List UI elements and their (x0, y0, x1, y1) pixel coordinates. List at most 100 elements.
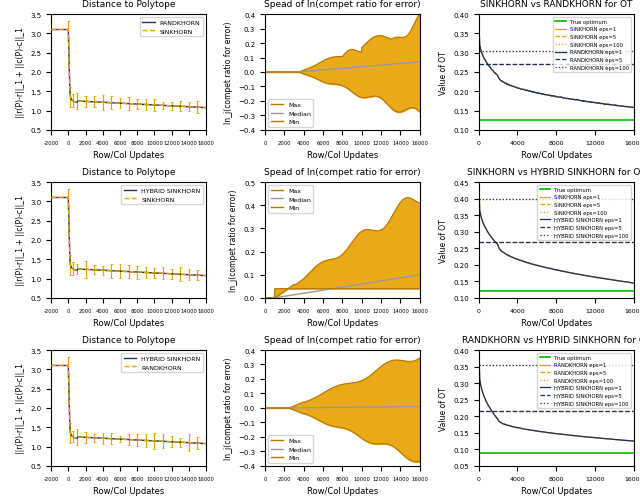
True optimum (566, 450, 574, 456)
HYBRID SINKHORN (88, 435, 96, 441)
SINKHORN eps=5 (630, 62, 637, 68)
SINKHORN (189, 105, 196, 111)
SINKHORN (76, 267, 84, 273)
SINKHORN eps=5 (570, 239, 577, 245)
True optimum (615, 118, 623, 124)
HYBRID SINKHORN eps=100 (475, 196, 483, 202)
SINKHORN eps=100 (475, 196, 483, 202)
HYBRID SINKHORN eps=1 (615, 278, 623, 284)
SINKHORN eps=5 (566, 239, 574, 245)
HYBRID SINKHORN eps=100 (605, 362, 613, 368)
True optimum (605, 450, 613, 456)
HYBRID SINKHORN eps=1 (566, 270, 574, 276)
RANDKHORN eps=5 (570, 408, 577, 414)
HYBRID SINKHORN (76, 267, 84, 273)
HYBRID SINKHORN eps=100 (567, 196, 575, 202)
RANDKHORN eps=100 (567, 49, 575, 55)
Legend: True optimum, RANDKHORN eps=1, RANDKHORN eps=5, RANDKHORN eps=100, HYBRID SINKHO: True optimum, RANDKHORN eps=1, RANDKHORN… (538, 353, 631, 408)
RANDKHORN eps=5 (567, 408, 575, 414)
HYBRID SINKHORN eps=5 (630, 408, 637, 414)
Legend: HYBRID SINKHORN, RANDKHORN: HYBRID SINKHORN, RANDKHORN (121, 353, 203, 372)
RANDKHORN eps=1 (567, 432, 575, 438)
SINKHORN eps=5 (630, 239, 637, 245)
True optimum (476, 118, 483, 124)
SINKHORN eps=1 (475, 30, 483, 36)
SINKHORN eps=100 (476, 196, 483, 202)
HYBRID SINKHORN eps=100 (630, 362, 637, 368)
True optimum (615, 289, 623, 295)
X-axis label: Row/Col Updates: Row/Col Updates (93, 486, 164, 495)
RANDKHORN (189, 440, 196, 446)
Line: HYBRID SINKHORN: HYBRID SINKHORN (51, 198, 206, 276)
Legend: Max, Median, Min: Max, Median, Min (268, 100, 314, 128)
SINKHORN eps=100 (567, 49, 575, 55)
HYBRID SINKHORN eps=100 (605, 196, 613, 202)
Y-axis label: ln_j(compet ratio for error): ln_j(compet ratio for error) (223, 22, 232, 124)
Y-axis label: Value of OT: Value of OT (438, 218, 447, 263)
RANDKHORN eps=1 (475, 359, 483, 365)
Line: RANDKHORN: RANDKHORN (51, 366, 206, 444)
Legend: True optimum, SINKHORN eps=1, SINKHORN eps=5, SINKHORN eps=100, RANDKHORN eps=1,: True optimum, SINKHORN eps=1, SINKHORN e… (553, 18, 631, 73)
RANDKHORN eps=1 (476, 359, 483, 365)
RANDKHORN (47, 28, 55, 34)
HYBRID SINKHORN eps=5 (567, 408, 575, 414)
HYBRID SINKHORN eps=5 (570, 239, 577, 245)
HYBRID SINKHORN eps=5 (567, 239, 575, 245)
RANDKHORN eps=100 (566, 49, 574, 55)
HYBRID SINKHORN eps=1 (476, 359, 483, 365)
SINKHORN eps=100 (615, 49, 623, 55)
HYBRID SINKHORN eps=1 (568, 432, 575, 438)
True optimum (570, 289, 577, 295)
True optimum (630, 289, 637, 295)
SINKHORN eps=5 (570, 62, 577, 68)
HYBRID SINKHORN eps=5 (605, 408, 613, 414)
Line: SINKHORN: SINKHORN (51, 198, 206, 276)
HYBRID SINKHORN eps=100 (570, 196, 577, 202)
RANDKHORN eps=100 (475, 49, 483, 55)
SINKHORN eps=1 (630, 281, 637, 287)
RANDKHORN eps=1 (605, 436, 613, 442)
HYBRID SINKHORN eps=5 (570, 408, 577, 414)
RANDKHORN eps=100 (476, 49, 483, 55)
HYBRID SINKHORN eps=5 (566, 408, 574, 414)
SINKHORN eps=100 (476, 49, 483, 55)
RANDKHORN (195, 105, 202, 111)
RANDKHORN eps=1 (630, 438, 637, 444)
HYBRID SINKHORN eps=5 (566, 239, 574, 245)
X-axis label: Row/Col Updates: Row/Col Updates (307, 319, 378, 328)
HYBRID SINKHORN eps=5 (476, 408, 483, 414)
True optimum (475, 289, 483, 295)
True optimum (567, 118, 575, 124)
SINKHORN eps=5 (567, 239, 575, 245)
HYBRID SINKHORN eps=100 (570, 362, 577, 368)
X-axis label: Row/Col Updates: Row/Col Updates (307, 151, 378, 160)
HYBRID SINKHORN (47, 195, 55, 201)
SINKHORN eps=5 (566, 62, 574, 68)
Title: SINKHORN vs RANDKHORN for OT: SINKHORN vs RANDKHORN for OT (480, 0, 632, 9)
HYBRID SINKHORN (54, 195, 61, 201)
SINKHORN (202, 273, 210, 279)
SINKHORN eps=1 (605, 277, 613, 283)
RANDKHORN eps=5 (476, 408, 483, 414)
SINKHORN eps=5 (615, 239, 623, 245)
SINKHORN eps=1 (630, 105, 637, 111)
HYBRID SINKHORN eps=100 (615, 196, 623, 202)
X-axis label: Row/Col Updates: Row/Col Updates (520, 319, 592, 328)
True optimum (476, 450, 483, 456)
HYBRID SINKHORN eps=1 (616, 437, 623, 443)
RANDKHORN eps=1 (567, 97, 575, 103)
RANDKHORN (76, 99, 84, 105)
SINKHORN eps=5 (476, 62, 483, 68)
RANDKHORN eps=1 (570, 97, 578, 103)
X-axis label: Row/Col Updates: Row/Col Updates (93, 151, 164, 160)
True optimum (615, 450, 623, 456)
HYBRID SINKHORN eps=100 (567, 362, 575, 368)
SINKHORN eps=1 (570, 271, 577, 277)
HYBRID SINKHORN eps=100 (630, 196, 637, 202)
HYBRID SINKHORN eps=5 (476, 239, 483, 245)
True optimum (570, 118, 577, 124)
Line: SINKHORN: SINKHORN (51, 31, 206, 108)
HYBRID SINKHORN (189, 440, 196, 446)
Y-axis label: ||r(P)-r||_1 + ||c(P)-c||_1: ||r(P)-r||_1 + ||c(P)-c||_1 (15, 195, 25, 286)
Y-axis label: ||r(P)-r||_1 + ||c(P)-c||_1: ||r(P)-r||_1 + ||c(P)-c||_1 (15, 28, 25, 118)
